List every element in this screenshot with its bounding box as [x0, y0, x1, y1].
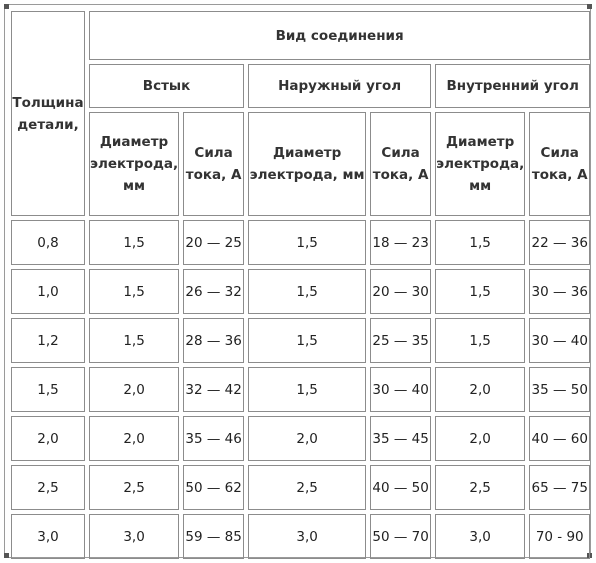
cell-outer-current: 50 — 70	[370, 514, 432, 559]
cell-thickness: 0,8	[11, 220, 85, 265]
table-row: 1,5 2,0 32 — 42 1,5 30 — 40 2,0 35 — 50	[11, 367, 591, 412]
header-group-butt: Встык	[89, 64, 245, 108]
table-row: 2,5 2,5 50 — 62 2,5 40 — 50 2,5 65 — 75	[11, 465, 591, 510]
header-electrode-diameter: Диаметр электрода, мм	[248, 112, 367, 216]
cell-outer-current: 20 — 30	[370, 269, 432, 314]
header-thickness: Толщина детали,	[11, 11, 85, 216]
cell-thickness: 1,5	[11, 367, 85, 412]
cell-inner-current: 65 — 75	[529, 465, 591, 510]
cell-outer-current: 18 — 23	[370, 220, 432, 265]
cell-butt-diameter: 2,5	[89, 465, 180, 510]
cell-inner-current: 40 — 60	[529, 416, 591, 461]
cell-inner-diameter: 1,5	[435, 269, 526, 314]
table-row: 1,0 1,5 26 — 32 1,5 20 — 30 1,5 30 — 36	[11, 269, 591, 314]
cell-inner-current: 30 — 36	[529, 269, 591, 314]
cell-thickness: 1,0	[11, 269, 85, 314]
table-row: 2,0 2,0 35 — 46 2,0 35 — 45 2,0 40 — 60	[11, 416, 591, 461]
cell-inner-diameter: 1,5	[435, 318, 526, 363]
cell-outer-diameter: 1,5	[248, 269, 367, 314]
cell-butt-diameter: 1,5	[89, 220, 180, 265]
cell-inner-current: 30 — 40	[529, 318, 591, 363]
cell-inner-diameter: 2,5	[435, 465, 526, 510]
cell-inner-current: 35 — 50	[529, 367, 591, 412]
cell-butt-current: 59 — 85	[183, 514, 245, 559]
cell-inner-diameter: 3,0	[435, 514, 526, 559]
cell-inner-current: 22 — 36	[529, 220, 591, 265]
table-frame	[4, 4, 591, 558]
cell-thickness: 3,0	[11, 514, 85, 559]
cell-thickness: 2,0	[11, 416, 85, 461]
corner-marker	[4, 553, 9, 558]
cell-inner-current: 70 - 90	[529, 514, 591, 559]
corner-marker	[4, 4, 9, 9]
cell-butt-diameter: 2,0	[89, 416, 180, 461]
cell-thickness: 2,5	[11, 465, 85, 510]
cell-butt-current: 20 — 25	[183, 220, 245, 265]
cell-outer-current: 35 — 45	[370, 416, 432, 461]
cell-outer-diameter: 1,5	[248, 367, 367, 412]
cell-outer-diameter: 2,5	[248, 465, 367, 510]
cell-outer-current: 25 — 35	[370, 318, 432, 363]
table-row: 3,0 3,0 59 — 85 3,0 50 — 70 3,0 70 - 90	[11, 514, 591, 559]
cell-butt-diameter: 2,0	[89, 367, 180, 412]
header-joint-type: Вид соединения	[89, 11, 591, 60]
cell-outer-current: 40 — 50	[370, 465, 432, 510]
cell-outer-diameter: 1,5	[248, 220, 367, 265]
cell-outer-diameter: 1,5	[248, 318, 367, 363]
header-group-outer-corner: Наружный угол	[248, 64, 432, 108]
cell-inner-diameter: 2,0	[435, 367, 526, 412]
table-row: 1,2 1,5 28 — 36 1,5 25 — 35 1,5 30 — 40	[11, 318, 591, 363]
cell-outer-diameter: 2,0	[248, 416, 367, 461]
cell-thickness: 1,2	[11, 318, 85, 363]
corner-marker	[587, 4, 592, 9]
cell-butt-current: 32 — 42	[183, 367, 245, 412]
cell-butt-diameter: 3,0	[89, 514, 180, 559]
cell-outer-current: 30 — 40	[370, 367, 432, 412]
cell-inner-diameter: 1,5	[435, 220, 526, 265]
header-current: Сила тока, А	[370, 112, 432, 216]
table-row: 0,8 1,5 20 — 25 1,5 18 — 23 1,5 22 — 36	[11, 220, 591, 265]
welding-table: Толщина детали, Вид соединения Встык Нар…	[7, 7, 594, 563]
cell-butt-diameter: 1,5	[89, 318, 180, 363]
cell-butt-diameter: 1,5	[89, 269, 180, 314]
cell-outer-diameter: 3,0	[248, 514, 367, 559]
header-electrode-diameter: Диаметр электрода, мм	[435, 112, 526, 216]
cell-butt-current: 50 — 62	[183, 465, 245, 510]
header-electrode-diameter: Диаметр электрода, мм	[89, 112, 180, 216]
header-current: Сила тока, А	[183, 112, 245, 216]
cell-inner-diameter: 2,0	[435, 416, 526, 461]
cell-butt-current: 35 — 46	[183, 416, 245, 461]
cell-butt-current: 26 — 32	[183, 269, 245, 314]
header-group-inner-corner: Внутренний угол	[435, 64, 591, 108]
cell-butt-current: 28 — 36	[183, 318, 245, 363]
header-current: Сила тока, А	[529, 112, 591, 216]
